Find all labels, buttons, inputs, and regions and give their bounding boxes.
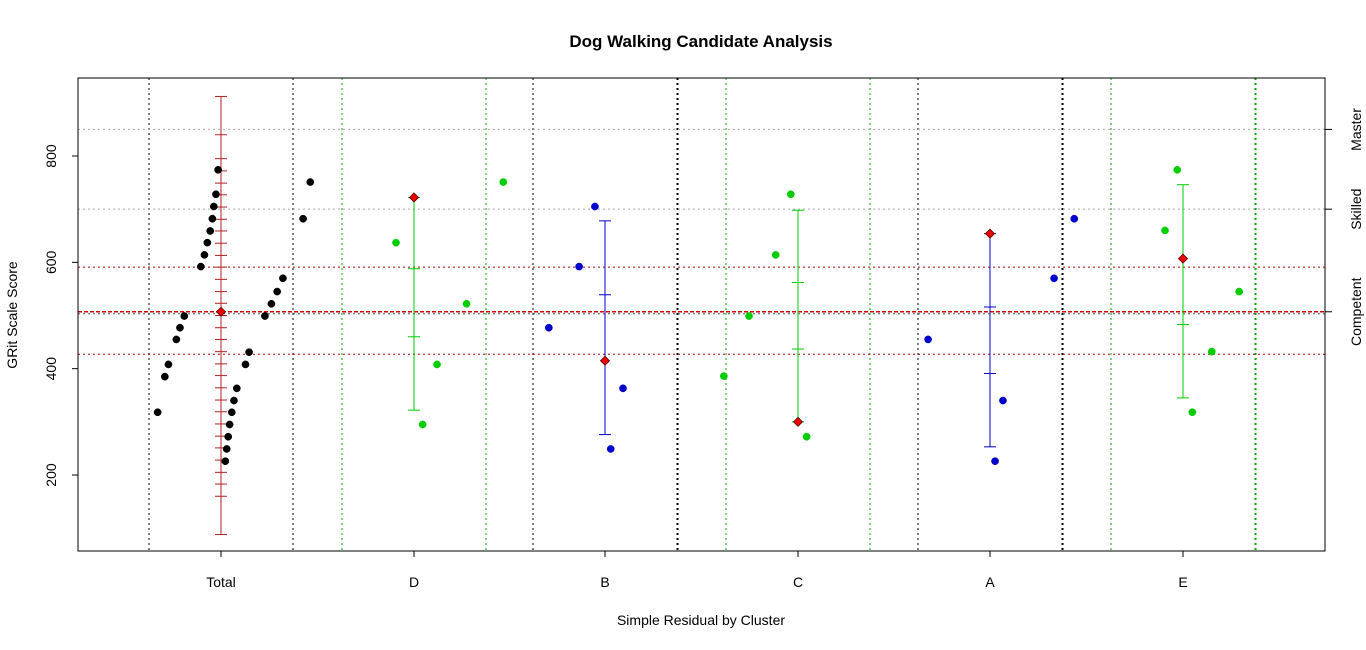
point-c-1 [745,312,753,320]
x-tick-label-b: B [600,574,609,590]
point-total-18 [227,408,236,417]
point-d-0 [392,238,400,247]
point-b-1 [575,262,583,271]
cluster-range-bars [215,95,1189,536]
point-d-4 [499,178,508,186]
point-d-2 [418,420,427,429]
point-d-3 [462,299,471,308]
point-c-0 [719,372,728,380]
center-marker-total [215,306,227,317]
point-b-2 [591,202,599,211]
point-c-3 [786,190,795,199]
grid-layer [148,78,1257,551]
point-total-7 [200,251,209,259]
y-tick-label-800: 800 [43,144,59,168]
point-total-2 [164,360,173,369]
point-total-0 [153,408,162,417]
right-axis-label-skilled: Skilled [1348,189,1364,230]
chart-title: Dog Walking Candidate Analysis [569,32,832,51]
data-points [153,165,1244,466]
center-marker-c [792,416,804,427]
x-tick-label-c: C [793,574,803,590]
axes: Total D B C A E 200 400 600 800 Competent Skilled Ma… [43,108,1364,590]
center-marker-d [408,192,420,203]
point-c-4 [802,432,811,441]
x-tick-label-e: E [1178,574,1187,590]
point-total-20 [232,384,241,393]
point-total-21 [241,360,250,369]
point-total-22 [245,348,253,357]
point-total-10 [208,214,217,223]
point-total-14 [221,457,230,466]
point-total-5 [180,312,189,320]
point-total-24 [267,299,276,308]
center-marker-e [1177,253,1189,264]
plot-frame [77,77,1326,552]
point-e-1 [1173,165,1182,174]
point-total-28 [306,178,315,186]
point-total-16 [224,432,233,441]
point-total-12 [212,190,220,199]
right-axis-label-master: Master [1348,108,1364,151]
point-a-0 [924,335,932,344]
x-tick-label-total: Total [206,574,236,590]
point-total-13 [214,165,222,174]
point-a-1 [991,457,999,466]
center-marker-b [599,355,611,366]
y-tick-label-200: 200 [43,463,59,487]
y-tick-label-400: 400 [43,357,59,381]
point-total-9 [206,227,215,235]
x-axis-title: Simple Residual by Cluster [617,612,785,628]
point-e-0 [1161,226,1169,235]
y-axis-title: GRit Scale Score [4,261,20,369]
center-marker-a [984,228,996,239]
point-total-26 [279,274,287,283]
point-c-2 [771,251,780,259]
point-e-2 [1188,408,1197,417]
point-total-19 [230,396,238,405]
x-tick-label-d: D [409,574,419,590]
point-total-17 [225,420,234,429]
reference-lines [78,128,1325,355]
point-total-1 [160,372,169,381]
point-total-15 [222,445,231,453]
point-total-11 [209,202,218,211]
point-total-23 [261,312,269,320]
point-total-4 [176,323,184,332]
point-a-2 [999,396,1007,405]
point-total-27 [299,214,307,223]
point-e-4 [1235,287,1244,296]
point-b-3 [606,445,615,453]
point-b-0 [544,323,553,332]
point-d-1 [433,360,441,369]
point-total-3 [172,335,181,344]
point-e-3 [1207,347,1216,356]
point-total-8 [203,238,212,247]
right-axis-label-competent: Competent [1348,277,1364,346]
x-tick-label-a: A [985,574,995,590]
point-b-4 [619,384,627,393]
point-a-3 [1050,274,1058,283]
point-total-6 [196,262,205,271]
y-tick-label-600: 600 [43,250,59,274]
point-a-4 [1070,214,1079,223]
point-total-25 [273,287,282,296]
